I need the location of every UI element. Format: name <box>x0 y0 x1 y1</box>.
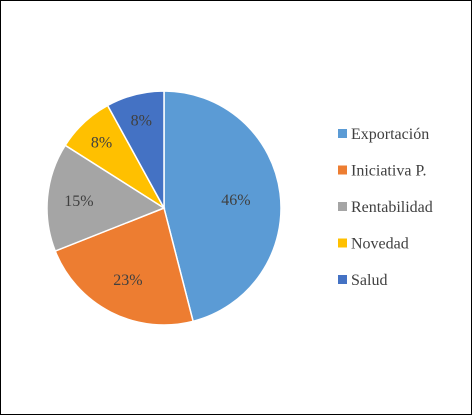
legend-swatch-4 <box>338 238 347 248</box>
legend-label-1: Exportación <box>351 126 429 143</box>
data-label-4: 8% <box>91 134 112 151</box>
pie-slice-3 <box>46 144 166 253</box>
legend-label-3: Rentabilidad <box>351 199 433 216</box>
legend-label-2: Iniciativa P. <box>351 163 427 180</box>
pie-slice-5 <box>106 90 165 209</box>
legend-label-4: Novedad <box>351 236 409 253</box>
pie-slices <box>46 90 282 326</box>
legend-swatch-5 <box>338 275 347 284</box>
legend-swatch-3 <box>338 202 347 211</box>
pie-slice-2 <box>54 206 195 326</box>
data-label-3: 15% <box>64 193 93 210</box>
pie-slice-1 <box>163 90 282 323</box>
legend-swatch-1 <box>338 129 347 138</box>
data-label-1: 46% <box>221 192 250 209</box>
legend-swatch-2 <box>338 165 347 175</box>
data-label-5: 8% <box>131 113 152 130</box>
pie-data-labels: 46% 23% 15% 8% 8% <box>64 113 250 289</box>
legend-label-5: Salud <box>351 272 387 289</box>
data-label-2: 23% <box>113 272 142 289</box>
legend: Exportación Iniciativa P. Rentabilidad Nove… <box>338 126 433 289</box>
